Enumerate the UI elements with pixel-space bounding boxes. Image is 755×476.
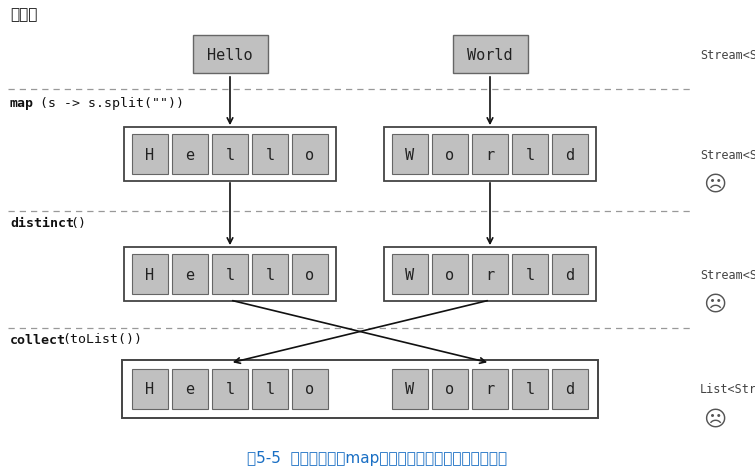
Text: o: o: [445, 147, 455, 162]
FancyBboxPatch shape: [132, 369, 168, 409]
Text: 单词流: 单词流: [10, 8, 38, 22]
Text: Stream<String>: Stream<String>: [700, 49, 755, 61]
FancyBboxPatch shape: [552, 255, 588, 294]
Text: o: o: [445, 267, 455, 282]
FancyBboxPatch shape: [212, 369, 248, 409]
Text: r: r: [485, 147, 495, 162]
Text: H: H: [146, 267, 155, 282]
FancyBboxPatch shape: [292, 255, 328, 294]
Text: l: l: [525, 147, 535, 162]
Text: Stream<String[]>: Stream<String[]>: [700, 148, 755, 161]
FancyBboxPatch shape: [432, 255, 468, 294]
FancyBboxPatch shape: [132, 135, 168, 175]
FancyBboxPatch shape: [124, 248, 336, 301]
FancyBboxPatch shape: [132, 255, 168, 294]
FancyBboxPatch shape: [392, 255, 428, 294]
FancyBboxPatch shape: [472, 255, 508, 294]
Text: o: o: [306, 147, 315, 162]
Text: d: d: [565, 147, 575, 162]
Text: r: r: [485, 267, 495, 282]
FancyBboxPatch shape: [384, 248, 596, 301]
FancyBboxPatch shape: [172, 369, 208, 409]
FancyBboxPatch shape: [122, 360, 598, 418]
Text: (toList()): (toList()): [62, 333, 142, 346]
FancyBboxPatch shape: [292, 135, 328, 175]
Text: l: l: [525, 267, 535, 282]
Text: o: o: [306, 267, 315, 282]
Text: r: r: [485, 382, 495, 397]
FancyBboxPatch shape: [472, 369, 508, 409]
Text: (s -> s.split("")): (s -> s.split("")): [40, 96, 184, 109]
Text: l: l: [226, 267, 235, 282]
Text: ☹: ☹: [703, 294, 726, 314]
FancyBboxPatch shape: [172, 135, 208, 175]
FancyBboxPatch shape: [252, 135, 288, 175]
FancyBboxPatch shape: [172, 255, 208, 294]
FancyBboxPatch shape: [512, 135, 548, 175]
FancyBboxPatch shape: [384, 128, 596, 182]
Text: W: W: [405, 147, 414, 162]
FancyBboxPatch shape: [252, 255, 288, 294]
Text: d: d: [565, 382, 575, 397]
Text: Hello: Hello: [207, 48, 253, 62]
FancyBboxPatch shape: [392, 369, 428, 409]
Text: l: l: [266, 382, 275, 397]
Text: ☹: ☹: [703, 175, 726, 195]
Text: 图5-5  不正确地使用map找出单词列表中各不相同的字符: 图5-5 不正确地使用map找出单词列表中各不相同的字符: [247, 451, 507, 466]
FancyBboxPatch shape: [512, 255, 548, 294]
FancyBboxPatch shape: [212, 135, 248, 175]
FancyBboxPatch shape: [432, 135, 468, 175]
Text: W: W: [405, 267, 414, 282]
Text: o: o: [445, 382, 455, 397]
FancyBboxPatch shape: [452, 36, 528, 74]
FancyBboxPatch shape: [552, 135, 588, 175]
Text: e: e: [186, 147, 195, 162]
FancyBboxPatch shape: [212, 255, 248, 294]
Text: List<String[]>: List<String[]>: [700, 383, 755, 396]
FancyBboxPatch shape: [193, 36, 267, 74]
FancyBboxPatch shape: [292, 369, 328, 409]
Text: ☹: ☹: [703, 409, 726, 429]
FancyBboxPatch shape: [252, 369, 288, 409]
Text: l: l: [266, 267, 275, 282]
FancyBboxPatch shape: [392, 135, 428, 175]
Text: World: World: [467, 48, 513, 62]
Text: l: l: [226, 382, 235, 397]
Text: H: H: [146, 382, 155, 397]
Text: H: H: [146, 147, 155, 162]
Text: Stream<String[]>: Stream<String[]>: [700, 268, 755, 281]
FancyBboxPatch shape: [552, 369, 588, 409]
FancyBboxPatch shape: [512, 369, 548, 409]
Text: l: l: [525, 382, 535, 397]
Text: e: e: [186, 382, 195, 397]
Text: distinct: distinct: [10, 217, 74, 230]
FancyBboxPatch shape: [432, 369, 468, 409]
FancyBboxPatch shape: [124, 128, 336, 182]
Text: map: map: [10, 96, 34, 109]
Text: o: o: [306, 382, 315, 397]
Text: collect: collect: [10, 333, 66, 346]
Text: l: l: [266, 147, 275, 162]
FancyBboxPatch shape: [472, 135, 508, 175]
Text: W: W: [405, 382, 414, 397]
Text: e: e: [186, 267, 195, 282]
Text: d: d: [565, 267, 575, 282]
Text: l: l: [226, 147, 235, 162]
Text: (): (): [70, 217, 86, 230]
